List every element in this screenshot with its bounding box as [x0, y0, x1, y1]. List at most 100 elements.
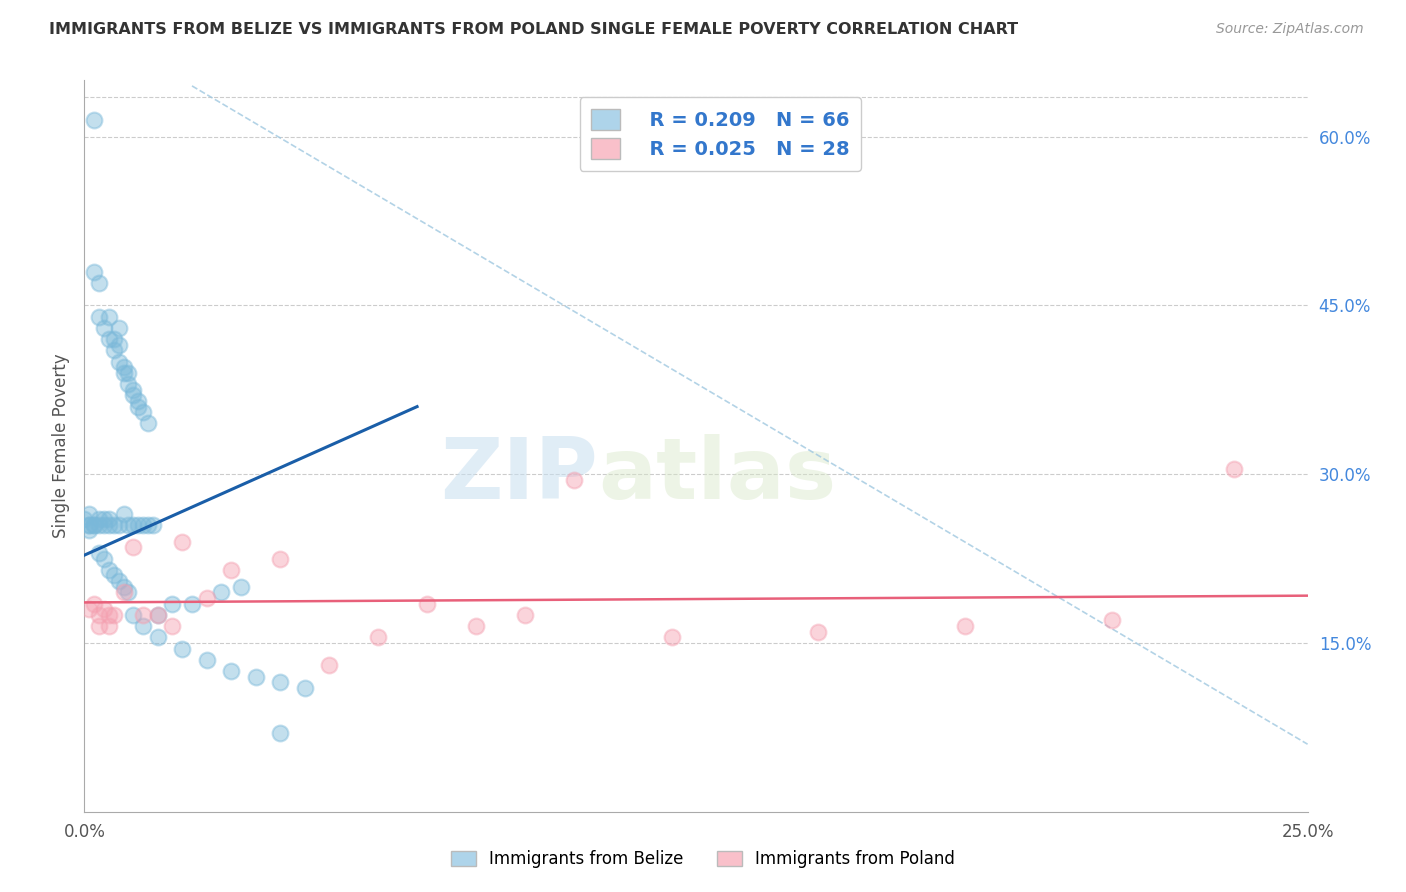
Text: Source: ZipAtlas.com: Source: ZipAtlas.com: [1216, 22, 1364, 37]
Point: [269, 551, 291, 566]
Point: [132, 405, 155, 419]
Point: [209, 585, 232, 599]
Point: [464, 619, 486, 633]
Point: [103, 332, 125, 346]
Point: [146, 607, 169, 622]
Point: [112, 585, 135, 599]
Point: [162, 619, 184, 633]
Point: [219, 563, 242, 577]
Point: [122, 607, 145, 622]
Point: [97, 332, 120, 346]
Point: [117, 377, 139, 392]
Point: [136, 417, 159, 431]
Point: [93, 517, 115, 532]
Point: [87, 310, 110, 324]
Point: [77, 507, 100, 521]
Point: [112, 507, 135, 521]
Point: [122, 383, 145, 397]
Text: atlas: atlas: [598, 434, 837, 516]
Point: [107, 354, 129, 368]
Point: [83, 264, 105, 278]
Point: [103, 343, 125, 358]
Point: [97, 512, 120, 526]
Point: [136, 517, 159, 532]
Point: [112, 580, 135, 594]
Point: [269, 726, 291, 740]
Point: [562, 473, 585, 487]
Point: [219, 664, 242, 678]
Point: [195, 591, 218, 605]
Point: [77, 602, 100, 616]
Point: [172, 641, 194, 656]
Point: [127, 517, 149, 532]
Y-axis label: Single Female Poverty: Single Female Poverty: [52, 354, 70, 538]
Point: [269, 675, 291, 690]
Legend: Immigrants from Belize, Immigrants from Poland: Immigrants from Belize, Immigrants from …: [444, 844, 962, 875]
Point: [77, 517, 100, 532]
Point: [513, 607, 536, 622]
Point: [107, 574, 129, 588]
Point: [367, 630, 389, 644]
Point: [87, 546, 110, 560]
Point: [416, 597, 439, 611]
Point: [127, 394, 149, 409]
Point: [807, 624, 830, 639]
Point: [294, 681, 316, 695]
Point: [83, 112, 105, 127]
Point: [73, 512, 96, 526]
Point: [83, 517, 105, 532]
Point: [103, 568, 125, 582]
Point: [112, 366, 135, 380]
Point: [661, 630, 683, 644]
Point: [132, 619, 155, 633]
Point: [181, 597, 204, 611]
Point: [97, 563, 120, 577]
Point: [172, 534, 194, 549]
Point: [146, 630, 169, 644]
Text: IMMIGRANTS FROM BELIZE VS IMMIGRANTS FROM POLAND SINGLE FEMALE POVERTY CORRELATI: IMMIGRANTS FROM BELIZE VS IMMIGRANTS FRO…: [49, 22, 1018, 37]
Point: [83, 517, 105, 532]
Point: [953, 619, 976, 633]
Point: [229, 580, 252, 594]
Point: [122, 388, 145, 402]
Point: [93, 321, 115, 335]
Point: [93, 512, 115, 526]
Point: [122, 517, 145, 532]
Point: [318, 658, 340, 673]
Point: [83, 597, 105, 611]
Point: [93, 602, 115, 616]
Point: [195, 653, 218, 667]
Point: [107, 337, 129, 351]
Point: [146, 607, 169, 622]
Point: [97, 517, 120, 532]
Point: [93, 551, 115, 566]
Point: [117, 517, 139, 532]
Point: [245, 670, 267, 684]
Point: [142, 517, 165, 532]
Point: [77, 517, 100, 532]
Point: [103, 517, 125, 532]
Point: [97, 619, 120, 633]
Point: [1223, 461, 1246, 475]
Point: [127, 400, 149, 414]
Point: [77, 524, 100, 538]
Point: [132, 607, 155, 622]
Point: [107, 517, 129, 532]
Point: [87, 512, 110, 526]
Point: [112, 360, 135, 375]
Point: [97, 607, 120, 622]
Point: [162, 597, 184, 611]
Point: [132, 517, 155, 532]
Point: [87, 607, 110, 622]
Point: [87, 619, 110, 633]
Point: [117, 585, 139, 599]
Legend:   R = 0.209   N = 66,   R = 0.025   N = 28: R = 0.209 N = 66, R = 0.025 N = 28: [579, 97, 862, 170]
Point: [97, 310, 120, 324]
Text: ZIP: ZIP: [440, 434, 598, 516]
Point: [117, 366, 139, 380]
Point: [122, 541, 145, 555]
Point: [1101, 614, 1123, 628]
Point: [87, 276, 110, 290]
Point: [87, 517, 110, 532]
Point: [107, 321, 129, 335]
